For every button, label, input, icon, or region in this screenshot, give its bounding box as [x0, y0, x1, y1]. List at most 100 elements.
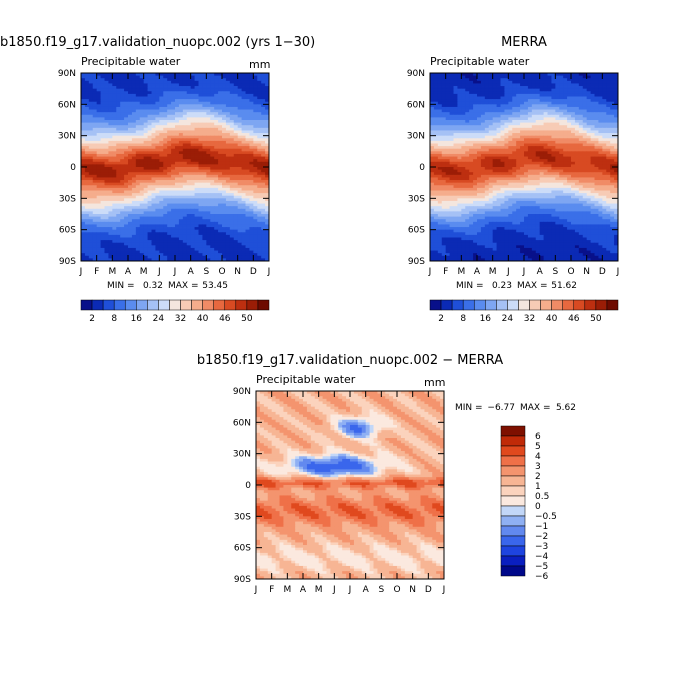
heatmap-cell — [190, 182, 195, 186]
heatmap-cell — [112, 172, 117, 176]
heatmap-cell — [194, 153, 199, 157]
heatmap-cell — [131, 161, 137, 165]
heatmap-cell — [108, 91, 113, 95]
heatmap-cell — [527, 73, 533, 77]
heatmap-cell — [120, 206, 125, 210]
heatmap-cell — [182, 122, 188, 126]
heatmap-cell — [222, 203, 227, 207]
heatmap-cell — [469, 130, 474, 134]
heatmap-cell — [186, 109, 192, 113]
heatmap-cell — [147, 151, 152, 155]
heatmap-cell — [598, 96, 603, 100]
heatmap-cell — [108, 255, 113, 259]
heatmap-cell — [488, 114, 494, 118]
heatmap-cell — [135, 180, 141, 184]
heatmap-cell — [116, 180, 121, 184]
heatmap-cell — [131, 169, 137, 173]
heatmap-cell — [559, 114, 564, 118]
colorbar-swatch — [202, 299, 214, 311]
heatmap-cell — [96, 93, 101, 97]
heatmap-cell — [88, 148, 94, 152]
heatmap-cell — [135, 117, 141, 121]
heatmap-cell — [104, 237, 109, 241]
heatmap-cell — [453, 93, 458, 97]
heatmap-cell — [520, 101, 525, 105]
heatmap-cell — [449, 130, 454, 134]
heatmap-cell — [120, 190, 125, 194]
heatmap-cell — [218, 153, 223, 157]
heatmap-cell — [229, 229, 235, 233]
heatmap-cell — [539, 73, 544, 77]
heatmap-cell — [480, 112, 486, 116]
heatmap-cell — [233, 109, 239, 113]
heatmap-cell — [143, 180, 148, 184]
heatmap-cell — [120, 159, 125, 163]
heatmap-cell — [265, 83, 269, 87]
heatmap-cell — [437, 80, 443, 84]
heatmap-cell — [527, 146, 533, 150]
heatmap-cell — [143, 135, 148, 139]
heatmap-cell — [598, 143, 603, 147]
heatmap-cell — [116, 250, 121, 254]
heatmap-cell — [186, 156, 192, 160]
heatmap-cell — [108, 161, 113, 165]
heatmap-cell — [437, 120, 443, 124]
heatmap-cell — [473, 114, 478, 118]
colorbar-swatch — [246, 299, 259, 311]
heatmap-cell — [453, 135, 458, 139]
heatmap-cell — [512, 117, 517, 121]
heatmap-cell — [171, 96, 176, 100]
heatmap-cell — [225, 224, 231, 228]
heatmap-cell — [159, 161, 164, 165]
heatmap-cell — [84, 193, 90, 197]
heatmap-cell — [437, 104, 443, 108]
heatmap-cell — [186, 114, 192, 118]
heatmap-cell — [516, 146, 521, 150]
heatmap-cell — [202, 140, 207, 144]
heatmap-cell — [182, 174, 188, 178]
heatmap-cell — [175, 161, 180, 165]
heatmap-cell — [225, 164, 231, 168]
heatmap-cell — [245, 99, 250, 103]
heatmap-cell — [124, 93, 129, 97]
heatmap-cell — [96, 203, 101, 207]
heatmap-cell — [253, 221, 258, 225]
heatmap-cell — [527, 125, 533, 129]
heatmap-cell — [120, 221, 125, 225]
heatmap-cell — [504, 133, 509, 137]
heatmap-cell — [104, 117, 109, 121]
heatmap-cell — [453, 75, 458, 79]
heatmap-cell — [582, 127, 588, 131]
heatmap-cell — [100, 135, 105, 139]
heatmap-cell — [563, 104, 568, 108]
heatmap-cell — [218, 198, 223, 202]
heatmap-cell — [457, 91, 462, 95]
heatmap-cell — [249, 143, 254, 147]
heatmap-cell — [527, 138, 533, 142]
heatmap-cell — [151, 164, 156, 168]
heatmap-cell — [186, 73, 192, 77]
heatmap-cell — [233, 101, 239, 105]
heatmap-cell — [175, 198, 180, 202]
colorbar-label: 46 — [219, 314, 231, 324]
heatmap-cell — [610, 146, 615, 150]
heatmap-cell — [578, 80, 584, 84]
heatmap-cell — [194, 255, 199, 259]
heatmap-cell — [135, 130, 141, 134]
heatmap-cell — [245, 250, 250, 254]
heatmap-cell — [167, 229, 172, 233]
heatmap-cell — [194, 182, 199, 186]
heatmap-cell — [112, 237, 117, 241]
heatmap-cell — [120, 234, 125, 238]
heatmap-cell — [120, 88, 125, 92]
heatmap-cell — [206, 148, 211, 152]
heatmap-cell — [124, 104, 129, 108]
heatmap-cell — [535, 109, 541, 113]
heatmap-cell — [210, 229, 215, 233]
heatmap-cell — [108, 96, 113, 100]
heatmap-cell — [559, 133, 564, 137]
heatmap-cell — [457, 122, 462, 126]
heatmap-cell — [206, 245, 211, 249]
heatmap-cell — [524, 135, 529, 139]
heatmap-cell — [112, 125, 117, 129]
